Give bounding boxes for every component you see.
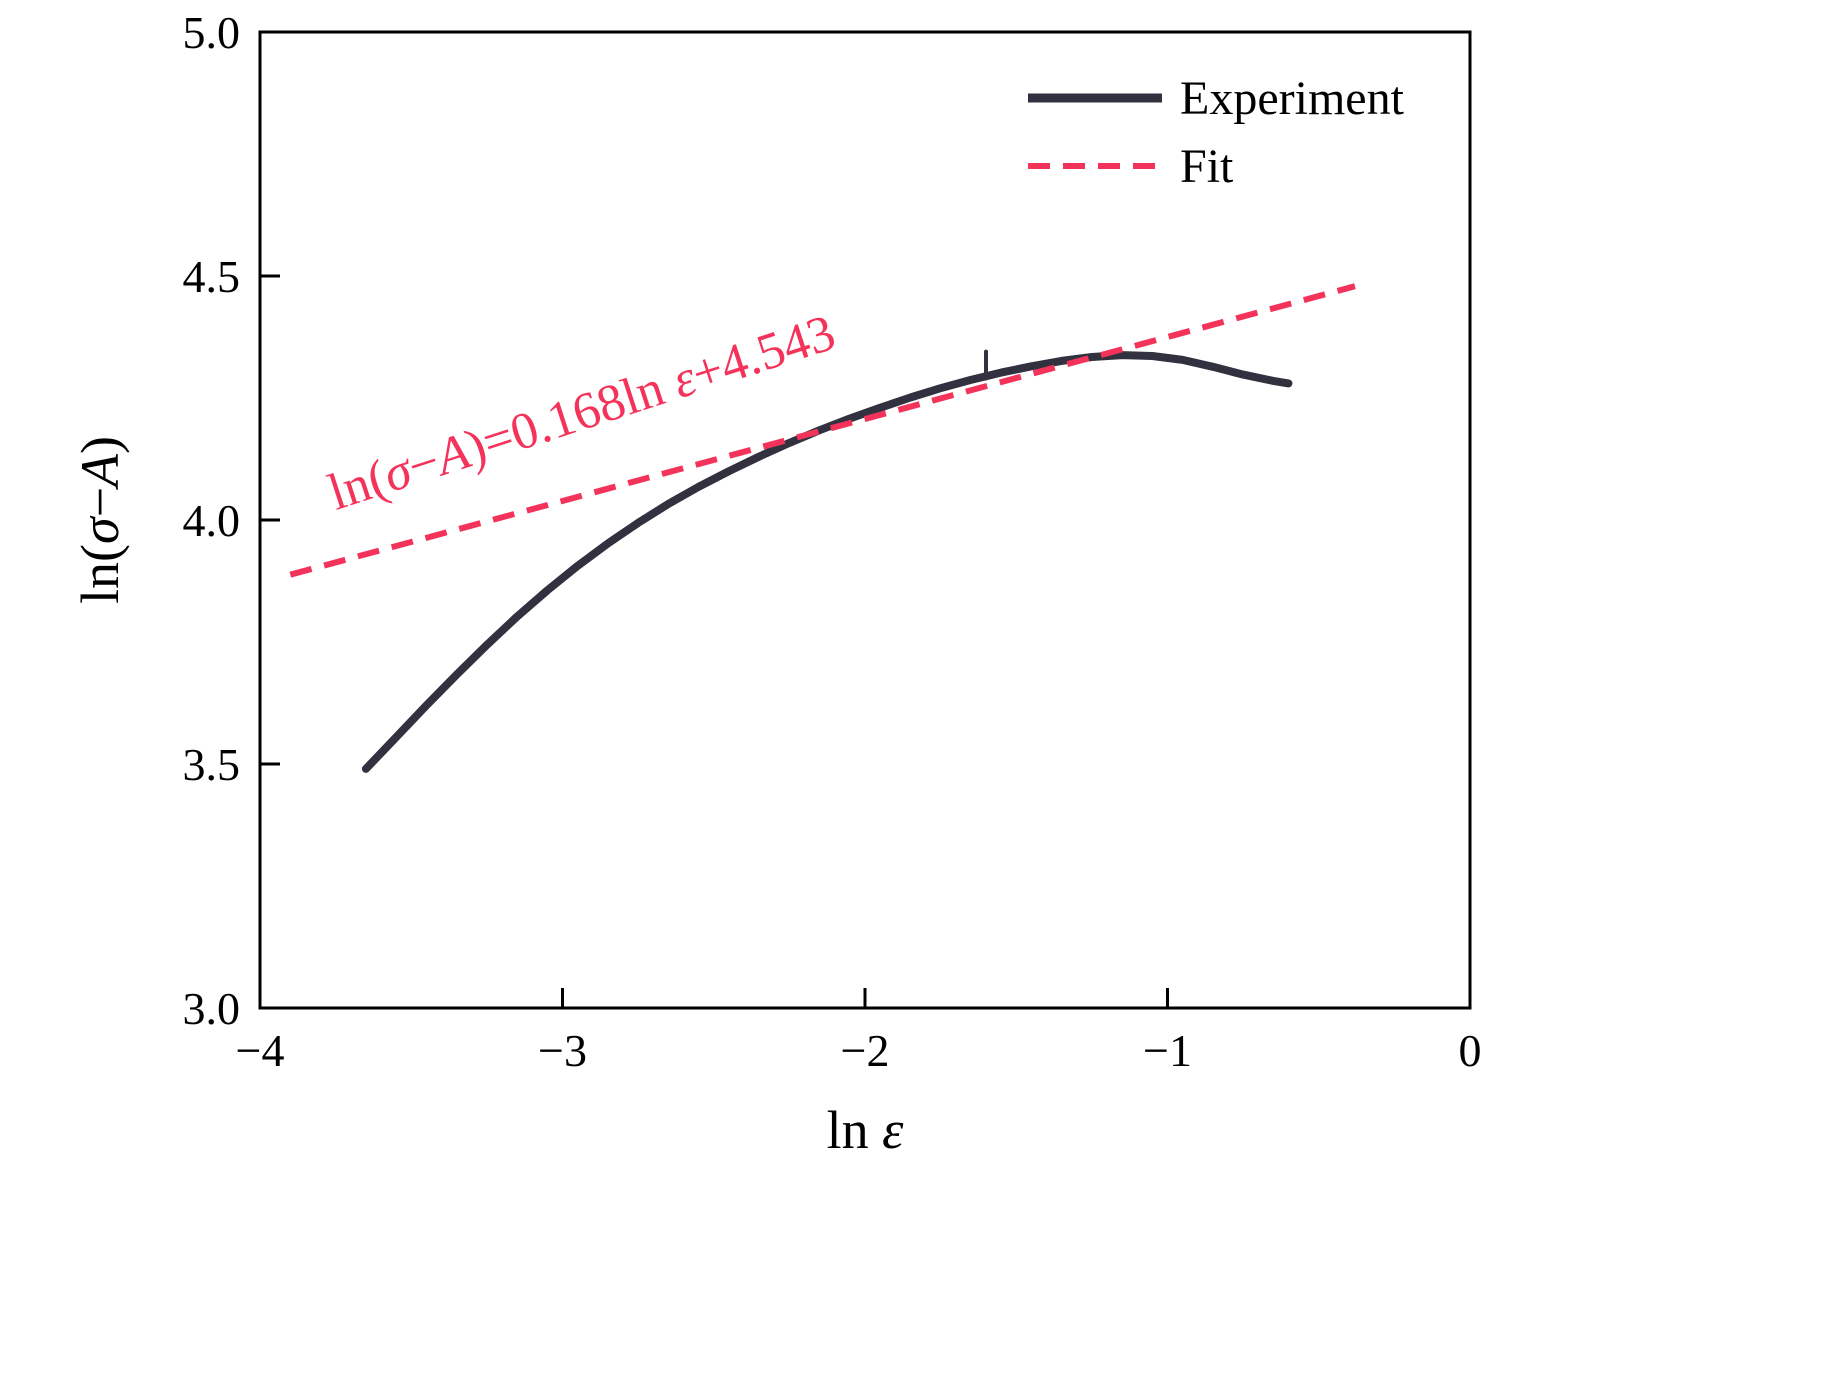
- y-tick-label: 3.5: [183, 739, 241, 790]
- y-tick-label: 5.0: [183, 7, 241, 58]
- x-axis-label: ln ε: [827, 1100, 905, 1160]
- fit-equation-annotation: ln(σ−A)=0.168ln ε+4.543: [322, 304, 842, 522]
- series-line-fit: [289, 283, 1356, 578]
- y-tick-label: 4.5: [183, 251, 241, 302]
- y-axis-label: ln(σ−A): [70, 436, 130, 604]
- x-tick-label: −4: [236, 1025, 285, 1076]
- x-tick-label: −3: [538, 1025, 587, 1076]
- plot-frame: [258, 30, 1472, 1010]
- legend-label-experiment: Experiment: [1180, 72, 1405, 125]
- y-tick-label: 4.0: [183, 495, 241, 546]
- x-tick-label: −1: [1143, 1025, 1192, 1076]
- legend-label-fit: Fit: [1180, 140, 1234, 193]
- x-tick-label: 0: [1459, 1025, 1482, 1076]
- x-tick-label: −2: [841, 1025, 890, 1076]
- y-tick-label: 3.0: [183, 983, 241, 1034]
